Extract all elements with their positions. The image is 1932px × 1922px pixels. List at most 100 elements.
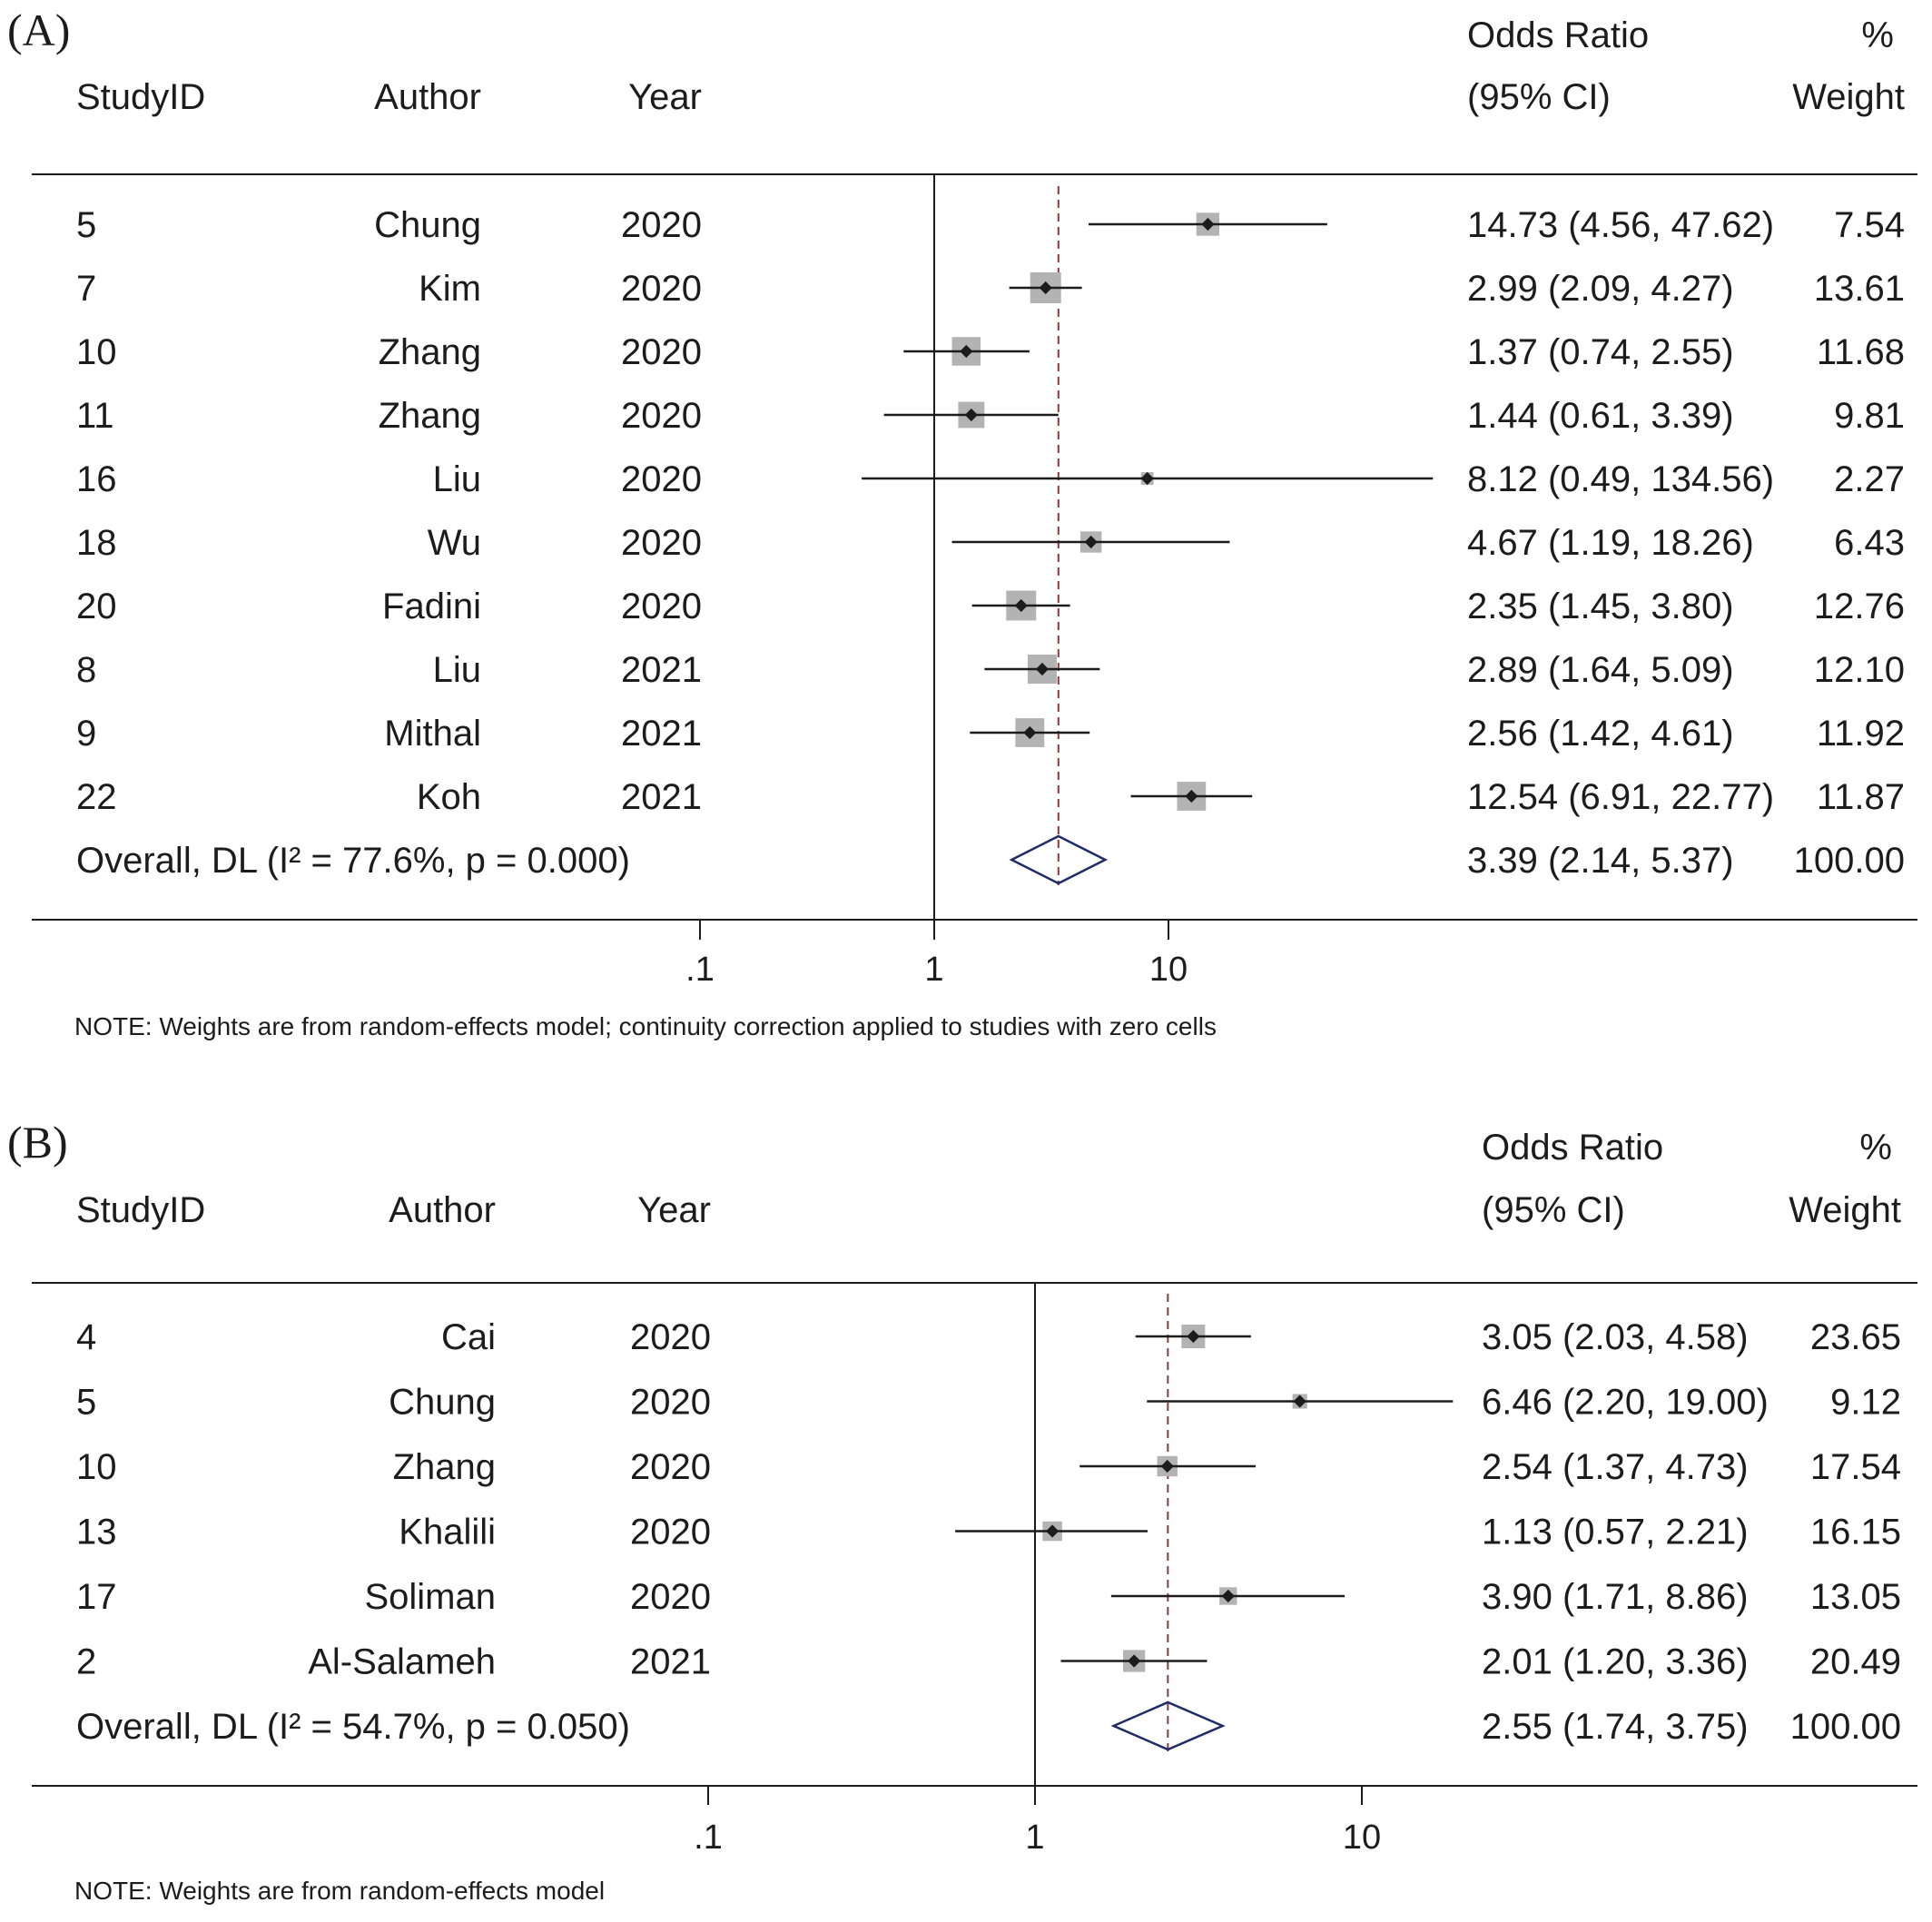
study-ci-text: 1.37 (0.74, 2.55) xyxy=(1467,332,1734,372)
study-ci-text: 1.13 (0.57, 2.21) xyxy=(1482,1513,1749,1552)
point-estimate xyxy=(1140,471,1154,486)
study-author: Zhang xyxy=(379,396,481,436)
point-estimate xyxy=(1160,1459,1174,1474)
point-estimate xyxy=(1023,725,1037,740)
study-ci-text: 3.90 (1.71, 8.86) xyxy=(1482,1577,1749,1617)
study-author: Liu xyxy=(433,459,481,499)
study-author: Fadini xyxy=(382,586,481,626)
study-id: 5 xyxy=(76,1383,96,1423)
panel-label: (B) xyxy=(7,1117,68,1168)
study-row: 2 Al-Salameh 2021 2.01 (1.20, 3.36) 20.49 xyxy=(76,1642,1901,1682)
study-ci-text: 12.54 (6.91, 22.77) xyxy=(1467,777,1774,817)
study-ci-text: 2.99 (2.09, 4.27) xyxy=(1467,269,1734,309)
study-row: 9 Mithal 2021 2.56 (1.42, 4.61) 11.92 xyxy=(76,714,1905,754)
study-ci-text: 1.44 (0.61, 3.39) xyxy=(1467,396,1734,436)
study-year: 2020 xyxy=(630,1317,711,1357)
study-weight-text: 6.43 xyxy=(1834,523,1905,563)
study-year: 2021 xyxy=(621,714,702,754)
study-ci-text: 2.01 (1.20, 3.36) xyxy=(1482,1642,1749,1682)
study-row: 18 Wu 2020 4.67 (1.19, 18.26) 6.43 xyxy=(76,523,1905,563)
study-year: 2020 xyxy=(621,459,702,499)
study-weight-text: 13.61 xyxy=(1814,269,1905,309)
study-year: 2020 xyxy=(630,1447,711,1487)
study-weight-text: 2.27 xyxy=(1834,459,1905,499)
overall-row: Overall, DL (I² = 77.6%, p = 0.000) 3.39 … xyxy=(76,834,1905,885)
study-row: 10 Zhang 2020 1.37 (0.74, 2.55) 11.68 xyxy=(76,332,1905,372)
header-percent: % xyxy=(1859,1128,1892,1168)
point-estimate xyxy=(964,408,978,422)
study-id: 13 xyxy=(76,1513,117,1552)
study-id: 10 xyxy=(76,332,117,372)
study-row: 16 Liu 2020 8.12 (0.49, 134.56) 2.27 xyxy=(76,459,1905,499)
study-weight-text: 9.81 xyxy=(1834,396,1905,436)
study-year: 2020 xyxy=(621,396,702,436)
header-study-id: StudyID xyxy=(76,77,205,117)
overall-ci-text: 3.39 (2.14, 5.37) xyxy=(1467,841,1734,881)
overall-diamond xyxy=(1110,1700,1226,1751)
study-id: 18 xyxy=(76,523,117,563)
study-year: 2020 xyxy=(630,1513,711,1552)
study-author: Chung xyxy=(389,1383,496,1423)
point-estimate xyxy=(1128,1654,1141,1668)
study-author: Liu xyxy=(433,650,481,690)
header-author: Author xyxy=(389,1190,496,1230)
study-author: Khalili xyxy=(399,1513,496,1552)
study-row: 10 Zhang 2020 2.54 (1.37, 4.73) 17.54 xyxy=(76,1447,1901,1487)
point-estimate xyxy=(960,344,973,359)
point-estimate xyxy=(1201,217,1215,232)
x-tick-label: 10 xyxy=(1149,951,1188,989)
point-estimate xyxy=(1084,535,1098,549)
study-ci-text: 8.12 (0.49, 134.56) xyxy=(1467,459,1774,499)
study-row: 4 Cai 2020 3.05 (2.03, 4.58) 23.65 xyxy=(76,1317,1901,1357)
point-estimate xyxy=(1293,1395,1306,1408)
header-weight: Weight xyxy=(1792,77,1905,117)
overall-weight-text: 100.00 xyxy=(1790,1707,1901,1747)
study-row: 17 Soliman 2020 3.90 (1.71, 8.86) 13.05 xyxy=(76,1577,1901,1617)
x-tick-label: 1 xyxy=(924,951,943,989)
header-odds-ratio: Odds Ratio xyxy=(1467,15,1649,55)
study-author: Zhang xyxy=(379,332,481,372)
study-year: 2021 xyxy=(621,777,702,817)
study-id: 5 xyxy=(76,205,96,245)
study-row: 7 Kim 2020 2.99 (2.09, 4.27) 13.61 xyxy=(76,269,1905,309)
study-year: 2020 xyxy=(621,523,702,563)
study-weight-text: 12.10 xyxy=(1814,650,1905,690)
study-weight-text: 13.05 xyxy=(1810,1577,1901,1617)
study-row: 5 Chung 2020 14.73 (4.56, 47.62) 7.54 xyxy=(76,205,1905,245)
study-id: 7 xyxy=(76,269,96,309)
study-author: Al-Salameh xyxy=(308,1642,496,1682)
study-author: Zhang xyxy=(393,1447,496,1487)
header-year: Year xyxy=(628,77,702,117)
study-author: Soliman xyxy=(364,1577,496,1617)
study-id: 9 xyxy=(76,714,96,754)
footnote: NOTE: Weights are from random-effects mo… xyxy=(74,1877,605,1905)
study-id: 4 xyxy=(76,1317,96,1357)
study-author: Koh xyxy=(417,777,481,817)
header-author: Author xyxy=(374,77,481,117)
study-weight-text: 23.65 xyxy=(1810,1317,1901,1357)
point-estimate xyxy=(1039,281,1052,295)
study-author: Mithal xyxy=(384,714,481,754)
study-id: 22 xyxy=(76,777,117,817)
study-ci-text: 2.89 (1.64, 5.09) xyxy=(1467,650,1734,690)
study-id: 11 xyxy=(76,396,114,436)
study-ci-text: 4.67 (1.19, 18.26) xyxy=(1467,523,1754,563)
study-ci-text: 6.46 (2.20, 19.00) xyxy=(1482,1383,1769,1423)
study-ci-text: 3.05 (2.03, 4.58) xyxy=(1482,1317,1749,1357)
study-row: 13 Khalili 2020 1.13 (0.57, 2.21) 16.15 xyxy=(76,1513,1901,1552)
x-tick-label: 1 xyxy=(1025,1819,1044,1857)
study-id: 17 xyxy=(76,1577,117,1617)
overall-label: Overall, DL (I² = 77.6%, p = 0.000) xyxy=(76,841,630,881)
study-row: 8 Liu 2021 2.89 (1.64, 5.09) 12.10 xyxy=(76,650,1905,690)
study-weight-text: 7.54 xyxy=(1834,205,1905,245)
study-ci-text: 2.54 (1.37, 4.73) xyxy=(1482,1447,1749,1487)
study-weight-text: 11.92 xyxy=(1817,714,1905,754)
overall-weight-text: 100.00 xyxy=(1794,841,1905,881)
overall-label: Overall, DL (I² = 54.7%, p = 0.050) xyxy=(76,1707,630,1747)
header-year: Year xyxy=(637,1190,711,1230)
study-year: 2020 xyxy=(630,1577,711,1617)
study-id: 2 xyxy=(76,1642,96,1682)
point-estimate xyxy=(1046,1524,1060,1538)
x-tick-label: 10 xyxy=(1343,1819,1381,1857)
study-year: 2021 xyxy=(630,1642,711,1682)
